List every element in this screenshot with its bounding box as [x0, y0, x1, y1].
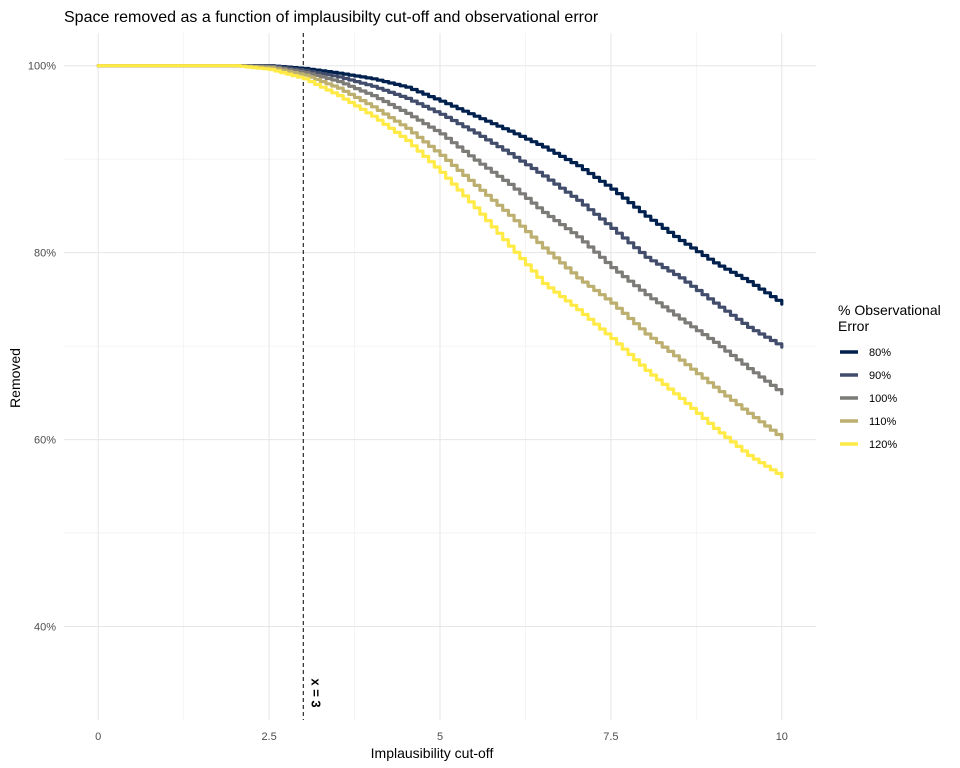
series-group	[96, 64, 784, 479]
x-tick-label: 5	[437, 731, 443, 743]
x-tick-label: 7.5	[603, 731, 618, 743]
y-tick-label: 60%	[34, 435, 56, 447]
reference-line-label: x = 3	[308, 678, 323, 707]
legend-label: 120%	[869, 439, 897, 451]
y-tick-label: 100%	[28, 61, 56, 73]
series-line-4	[96, 64, 784, 441]
x-tick-label: 0	[95, 731, 101, 743]
y-tick-label: 40%	[34, 622, 56, 634]
series-line-5	[96, 64, 784, 479]
reference-line-group: x = 3	[302, 33, 323, 720]
legend-title: Error	[838, 318, 869, 334]
y-axis-label: Removed	[7, 348, 23, 408]
x-axis-ticks: 0 2.5 5 7.5 10	[95, 731, 788, 743]
grid	[64, 33, 816, 720]
legend-label: 100%	[869, 393, 897, 405]
chart-title: Space removed as a function of implausib…	[64, 9, 599, 26]
legend-label: 110%	[869, 416, 897, 428]
y-tick-label: 80%	[34, 248, 56, 260]
legend-label: 90%	[869, 370, 891, 382]
y-axis-ticks: 40% 60% 80% 100%	[28, 61, 56, 634]
legend-title: % Observational	[838, 302, 941, 318]
x-axis-label: Implausibility cut-off	[371, 745, 494, 761]
x-tick-label: 2.5	[261, 731, 276, 743]
x-tick-label: 10	[776, 731, 788, 743]
legend-label: 80%	[869, 347, 891, 359]
